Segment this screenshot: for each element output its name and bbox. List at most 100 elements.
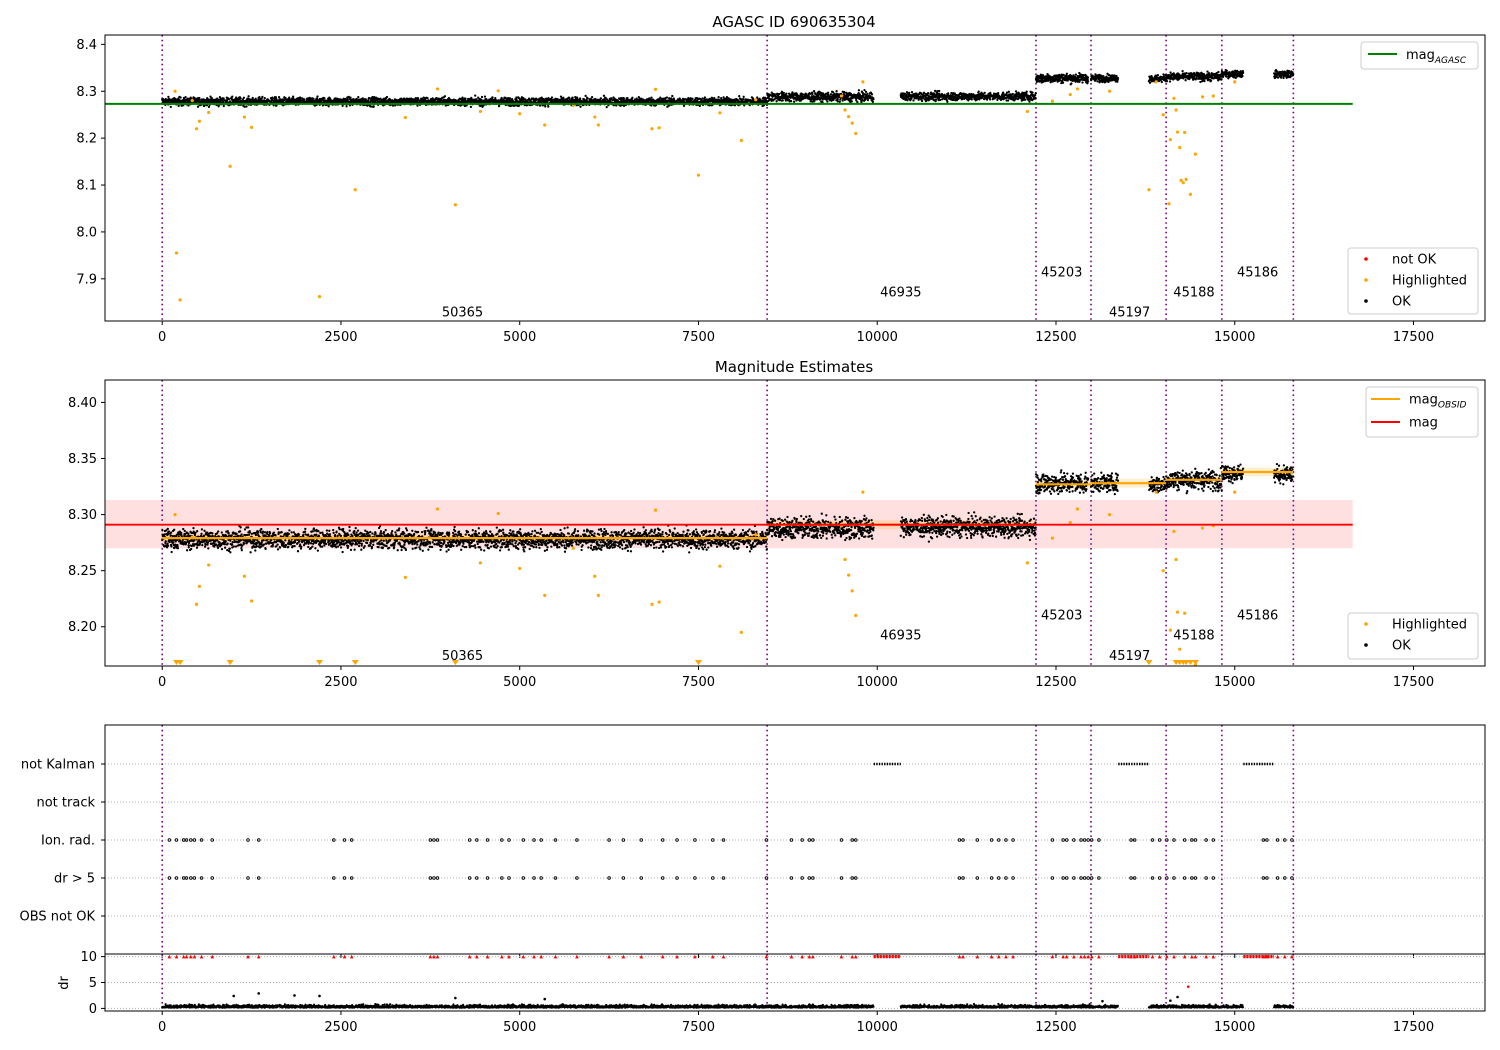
legend-point-label: Highlighted <box>1392 274 1467 289</box>
x-tick-label: 5000 <box>503 330 536 345</box>
flag-point <box>1261 876 1266 880</box>
capped-dr-marker <box>428 954 433 959</box>
flag-point <box>521 838 526 842</box>
x-tick-label: 17500 <box>1393 675 1434 690</box>
flag-point <box>553 838 558 842</box>
flag-point <box>199 838 204 842</box>
highlighted-point <box>543 593 547 597</box>
capped-dr-marker <box>1089 954 1094 959</box>
flag-point <box>575 838 579 842</box>
flag-point <box>811 838 815 842</box>
flag-point <box>639 876 644 880</box>
legend-subscript: OBSID <box>1438 401 1467 411</box>
highlighted-point <box>739 630 743 634</box>
highlighted-point <box>657 600 661 604</box>
highlighted-point <box>1183 611 1187 615</box>
capped-dr-marker <box>332 954 336 959</box>
flag-point <box>961 838 965 842</box>
highlighted-point <box>718 111 722 115</box>
highlighted-point <box>1175 130 1180 134</box>
flag-point <box>475 876 479 880</box>
highlighted-point <box>543 123 547 127</box>
capped-dr-marker <box>1211 954 1216 959</box>
capped-dr-marker <box>521 954 526 959</box>
legend-line-label: mag <box>1409 416 1438 431</box>
highlighted-point <box>843 557 847 562</box>
highlighted-point <box>1193 152 1198 156</box>
highlighted-point <box>496 89 500 93</box>
highlighted-point <box>657 126 661 130</box>
flag-point <box>246 838 250 842</box>
flag-point <box>532 876 536 880</box>
y-tick-label: 0 <box>89 1002 97 1017</box>
highlighted-point <box>1167 202 1171 206</box>
flag-point <box>521 876 526 880</box>
ok-points <box>161 68 1295 109</box>
capped-dr-marker <box>184 954 189 959</box>
flag-point <box>675 838 679 842</box>
flag-point <box>210 876 215 880</box>
flag-point <box>693 838 697 842</box>
highlighted-point <box>1154 80 1158 84</box>
capped-dr-marker <box>1082 954 1087 959</box>
capped-dr-marker <box>839 954 844 959</box>
highlighted-point <box>1188 192 1193 197</box>
capped-dr-marker <box>957 954 962 959</box>
x-tick-label: 12500 <box>1035 675 1076 690</box>
flag-point <box>500 838 504 842</box>
obsid-label: 45197 <box>1109 306 1150 321</box>
flag-point <box>711 838 715 842</box>
flag-point <box>1182 876 1187 880</box>
x-tick-label: 2500 <box>324 1020 357 1035</box>
y-tick-label: 8.30 <box>68 508 97 523</box>
flag-point <box>1132 838 1137 842</box>
capped-dr-marker <box>485 954 490 959</box>
flag-point <box>485 838 490 842</box>
highlighted-point <box>1178 145 1182 150</box>
flag-point <box>1182 838 1187 842</box>
x-tick-label: 2500 <box>324 330 357 345</box>
flag-point <box>1211 876 1216 880</box>
flag-point <box>850 838 854 842</box>
highlighted-point <box>593 115 597 119</box>
x-tick-label: 17500 <box>1393 330 1434 345</box>
magnitude-panel-title: Magnitude Estimates <box>715 358 873 376</box>
legend-frame <box>1360 41 1479 70</box>
x-tick-label: 7500 <box>682 330 715 345</box>
capped-dr-marker <box>575 954 579 959</box>
flag-point <box>174 838 179 842</box>
capped-dr-marker <box>167 954 172 959</box>
dr-axis-label: dr <box>57 976 72 990</box>
capped-dr-marker <box>1004 954 1008 959</box>
flag-point <box>167 838 172 842</box>
highlighted-point <box>850 589 854 593</box>
highlighted-point <box>207 563 211 567</box>
capped-dr-marker <box>1157 954 1162 959</box>
capped-dr-marker <box>181 954 186 959</box>
flag-point <box>1129 876 1133 880</box>
flag-point <box>167 876 172 880</box>
x-tick-label: 10000 <box>857 675 898 690</box>
capped-dr-marker <box>539 954 543 959</box>
flag-point <box>256 838 261 842</box>
capped-dr-marker <box>811 954 815 959</box>
highlighted-point <box>173 512 177 517</box>
obsid-label: 46935 <box>880 285 921 300</box>
flag-point <box>693 876 697 880</box>
capped-dr-marker <box>210 954 215 959</box>
capped-dr-marker <box>975 954 980 959</box>
highlighted-point <box>718 564 722 568</box>
highlighted-point <box>596 123 600 127</box>
flag-point <box>435 876 440 880</box>
flag-point <box>1261 838 1266 842</box>
flag-point <box>428 876 433 880</box>
flag-point <box>1193 838 1198 842</box>
capped-dr-marker <box>467 954 472 959</box>
flag-point <box>997 876 1001 880</box>
flag-point <box>532 838 536 842</box>
flag-point <box>621 838 626 842</box>
capped-dr-marker <box>989 954 994 959</box>
highlighted-point <box>1161 113 1165 117</box>
highlighted-point <box>1233 80 1237 84</box>
flag-row-label: Ion. rad. <box>41 834 95 849</box>
